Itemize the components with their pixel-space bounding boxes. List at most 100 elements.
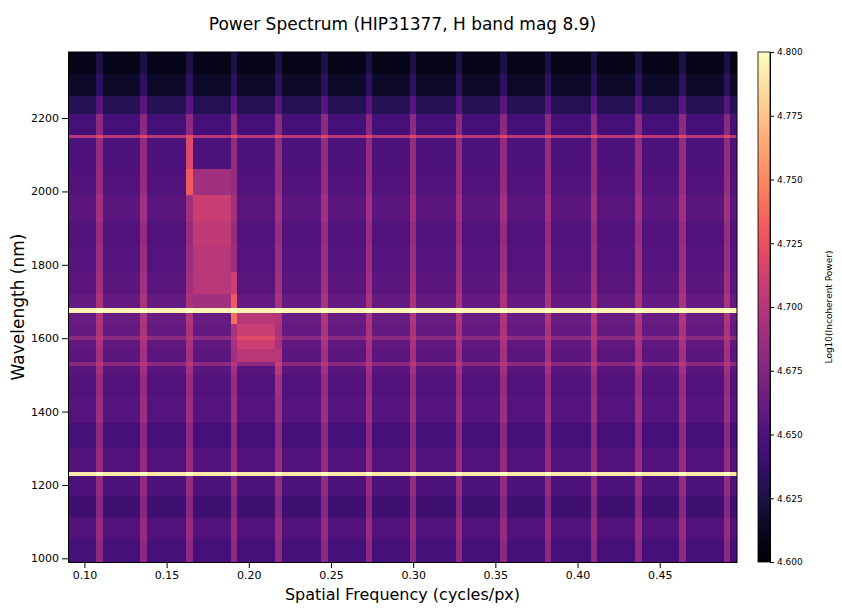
heatmap-cell — [366, 349, 373, 362]
heatmap-cell — [416, 540, 455, 562]
y-axis-tick: 1000 — [31, 552, 68, 565]
heatmap-cell — [68, 540, 96, 562]
heatmap-cell — [551, 96, 590, 114]
heatmap-cell — [635, 138, 642, 169]
heatmap-cell — [545, 324, 552, 337]
heatmap-cell — [96, 340, 103, 349]
heatmap-cell — [186, 340, 193, 349]
heatmap-cell — [231, 397, 238, 423]
heatmap-cell — [686, 423, 724, 449]
heatmap-cell — [186, 74, 193, 96]
heatmap-cell — [186, 308, 193, 313]
heatmap-cell — [321, 423, 328, 449]
heatmap-cell — [551, 324, 590, 337]
heatmap-cell — [328, 349, 366, 362]
heatmap-cell — [730, 472, 737, 476]
heatmap-cell — [193, 476, 231, 496]
heatmap-cell — [591, 52, 598, 74]
heatmap-cell — [416, 336, 455, 340]
heatmap-cell — [730, 313, 737, 323]
heatmap-cell — [730, 518, 737, 540]
heatmap-cell — [679, 96, 686, 114]
heatmap-cell — [500, 221, 507, 247]
colorbar-axis-tick-mark — [770, 307, 774, 308]
heatmap-cell — [193, 349, 231, 362]
heatmap-cell — [68, 96, 96, 114]
heatmap-cell — [591, 294, 598, 308]
heatmap-cell — [462, 336, 500, 340]
heatmap-cell — [366, 448, 373, 472]
heatmap-cell — [68, 114, 96, 134]
heatmap-cell — [237, 340, 275, 349]
heatmap-cell — [328, 246, 366, 272]
heatmap-cell — [328, 476, 366, 496]
heatmap-cell — [730, 96, 737, 114]
heatmap-cell — [96, 96, 103, 114]
heatmap-cell — [635, 74, 642, 96]
heatmap-cell — [507, 476, 545, 496]
heatmap-cell — [635, 308, 642, 313]
heatmap-cell — [500, 74, 507, 96]
heatmap-cell — [551, 448, 590, 472]
heatmap-cell — [366, 362, 373, 366]
heatmap-cell — [416, 138, 455, 169]
colorbar-frame — [758, 52, 770, 562]
heatmap-cell — [730, 366, 737, 375]
heatmap-cell — [282, 340, 321, 349]
x-axis-tick-label: 0.35 — [484, 569, 509, 582]
heatmap-cell — [730, 397, 737, 423]
heatmap-cell — [103, 114, 141, 134]
heatmap-cell — [282, 169, 321, 195]
heatmap-cell — [642, 336, 680, 340]
heatmap-cell — [328, 397, 366, 423]
heatmap-cell — [591, 366, 598, 375]
heatmap-cell — [724, 496, 731, 518]
heatmap-cell — [591, 518, 598, 540]
heatmap-cell — [507, 397, 545, 423]
heatmap-cell — [186, 96, 193, 114]
heatmap-cell — [686, 448, 724, 472]
heatmap-cell — [275, 308, 282, 313]
heatmap-cell — [140, 340, 147, 349]
heatmap-cell — [140, 423, 147, 449]
heatmap-cell — [410, 272, 417, 294]
heatmap-cell — [96, 294, 103, 308]
heatmap-cell — [147, 472, 186, 476]
heatmap-cell — [103, 52, 141, 74]
heatmap-cell — [372, 308, 410, 313]
heatmap-cell — [507, 96, 545, 114]
heatmap-cells — [68, 52, 737, 562]
heatmap-cell — [591, 114, 598, 134]
heatmap-cell — [275, 340, 282, 349]
heatmap-cell — [231, 375, 238, 397]
heatmap-cell — [96, 423, 103, 449]
heatmap-cell — [186, 540, 193, 562]
heatmap-cell — [372, 294, 410, 308]
heatmap-cell — [372, 74, 410, 96]
heatmap-cell — [103, 496, 141, 518]
heatmap-cell — [551, 294, 590, 308]
heatmap-cell — [147, 340, 186, 349]
heatmap-cell — [275, 52, 282, 74]
heatmap-cell — [321, 114, 328, 134]
heatmap-cell — [140, 375, 147, 397]
heatmap-cell — [96, 138, 103, 169]
heatmap-cell — [193, 496, 231, 518]
heatmap-cell — [96, 518, 103, 540]
y-axis-tick-label: 1600 — [31, 332, 59, 345]
heatmap-cell — [231, 138, 238, 169]
x-axis: 0.100.150.200.250.300.350.400.45 — [69, 562, 738, 582]
heatmap-cell — [416, 340, 455, 349]
heatmap-cell — [275, 96, 282, 114]
heatmap-cell — [140, 272, 147, 294]
heatmap-cell — [507, 74, 545, 96]
heatmap-cell — [237, 349, 275, 362]
heatmap-cell — [103, 340, 141, 349]
heatmap-cell — [456, 340, 463, 349]
heatmap-cell — [456, 540, 463, 562]
heatmap-cell — [456, 96, 463, 114]
heatmap-cell — [186, 324, 193, 337]
y-axis-tick-mark — [62, 338, 68, 339]
heatmap-cell — [328, 362, 366, 366]
heatmap-cell — [366, 195, 373, 221]
